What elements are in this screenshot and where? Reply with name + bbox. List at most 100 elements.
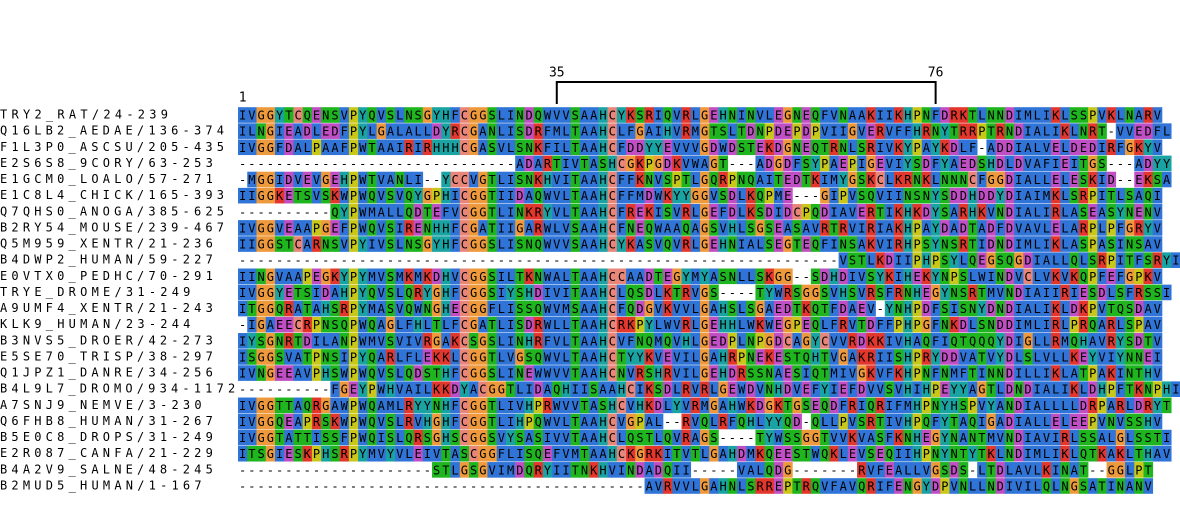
residue-cell	[496, 236, 507, 252]
residue-cell	[302, 268, 313, 285]
residue-cell	[727, 171, 738, 188]
residue-cell	[635, 155, 645, 172]
residue-cell	[931, 445, 941, 462]
residue-cell	[931, 252, 941, 268]
residue-cell	[1078, 333, 1089, 349]
residue-cell	[995, 445, 1006, 462]
residue-cell	[931, 203, 941, 220]
residue-cell	[773, 413, 784, 430]
residue-cell	[1041, 316, 1052, 333]
residue-cell	[644, 236, 655, 252]
residue-cell	[921, 316, 932, 333]
residue-cell	[256, 236, 267, 252]
residue-cell	[783, 107, 793, 123]
residue-cell	[894, 445, 904, 462]
residue-cell	[478, 123, 488, 139]
residue-cell	[820, 478, 830, 494]
residue-cell	[487, 203, 498, 220]
residue-cell	[949, 123, 960, 139]
residue-cell	[866, 155, 876, 172]
residue-cell	[561, 236, 571, 252]
bracket	[555, 81, 937, 104]
residue-cell	[755, 413, 765, 430]
residue-cell	[321, 268, 331, 285]
residue-cell	[1051, 284, 1061, 301]
residue-cell	[579, 300, 590, 317]
residue-cell	[487, 381, 498, 398]
residue-cell	[450, 365, 461, 381]
residue-cell	[663, 478, 673, 494]
residue-cell	[1143, 187, 1154, 204]
residue-cell	[1041, 413, 1052, 430]
residue-cell	[967, 300, 978, 317]
residue-cell	[607, 155, 618, 172]
residue-cell	[579, 445, 590, 462]
residue-cell	[348, 187, 359, 204]
residue-cell	[469, 107, 479, 123]
residue-cell	[1143, 236, 1154, 252]
residue-cell	[1023, 381, 1033, 398]
residue-cell	[1134, 284, 1144, 301]
residue-cell	[746, 268, 756, 285]
residue-cell	[385, 397, 396, 414]
residue-cell	[487, 139, 498, 156]
residue-cell	[727, 333, 738, 349]
residue-cell	[339, 413, 350, 430]
residue-cell	[1004, 381, 1015, 398]
residue-cell	[579, 220, 590, 236]
residue-cell	[912, 300, 923, 317]
residue-cell	[505, 397, 516, 414]
residue-cell	[958, 349, 969, 365]
residue-cell	[1162, 171, 1172, 188]
residue-cell	[681, 171, 692, 188]
residue-cell	[894, 462, 904, 478]
residue-cell	[663, 220, 673, 236]
residue-cell	[505, 236, 516, 252]
residue-cell	[459, 462, 470, 478]
residue-cell	[570, 107, 581, 123]
residue-cell	[487, 300, 498, 317]
residue-cell	[598, 123, 608, 139]
residue-cell	[293, 268, 303, 285]
residue-cell	[413, 107, 424, 123]
residue-cell	[247, 187, 257, 204]
residue-cell	[718, 445, 729, 462]
residue-cell	[487, 462, 498, 478]
residue-cell	[903, 397, 913, 414]
residue-cell	[884, 107, 895, 123]
residue-cell	[1097, 252, 1107, 268]
residue-cell	[1014, 429, 1024, 446]
residue-cell	[1004, 268, 1015, 285]
residue-cell	[894, 107, 904, 123]
residue-cell	[700, 220, 710, 236]
residue-cell	[293, 429, 303, 446]
residue-cell	[792, 397, 802, 414]
residue-cell	[395, 123, 405, 139]
residue-cell	[524, 187, 534, 204]
residue-cell	[1004, 107, 1015, 123]
residue-cell	[302, 107, 313, 123]
residue-cell	[940, 268, 950, 285]
residue-cell	[515, 139, 525, 156]
residue-cell	[986, 413, 996, 430]
residue-cell	[441, 333, 451, 349]
residue-cell	[829, 187, 839, 204]
sequence-name: Q5M959_XENTR/21-236	[0, 237, 213, 251]
residue-cell	[1134, 123, 1144, 139]
residue-cell	[792, 478, 802, 494]
residue-cell	[311, 316, 322, 333]
residue-cell	[857, 203, 867, 220]
residue-cell	[931, 462, 941, 478]
residue-cell	[284, 300, 294, 317]
residue-cell	[912, 445, 923, 462]
residue-cell	[995, 220, 1006, 236]
residue-cell	[644, 220, 655, 236]
residue-cell	[755, 171, 765, 188]
residue-cell	[358, 236, 368, 252]
residue-cell	[801, 171, 812, 188]
residue-cell	[607, 284, 618, 301]
residue-cell	[487, 268, 498, 285]
residue-cell	[681, 284, 692, 301]
residue-cell	[469, 381, 479, 398]
residue-cell	[515, 413, 525, 430]
